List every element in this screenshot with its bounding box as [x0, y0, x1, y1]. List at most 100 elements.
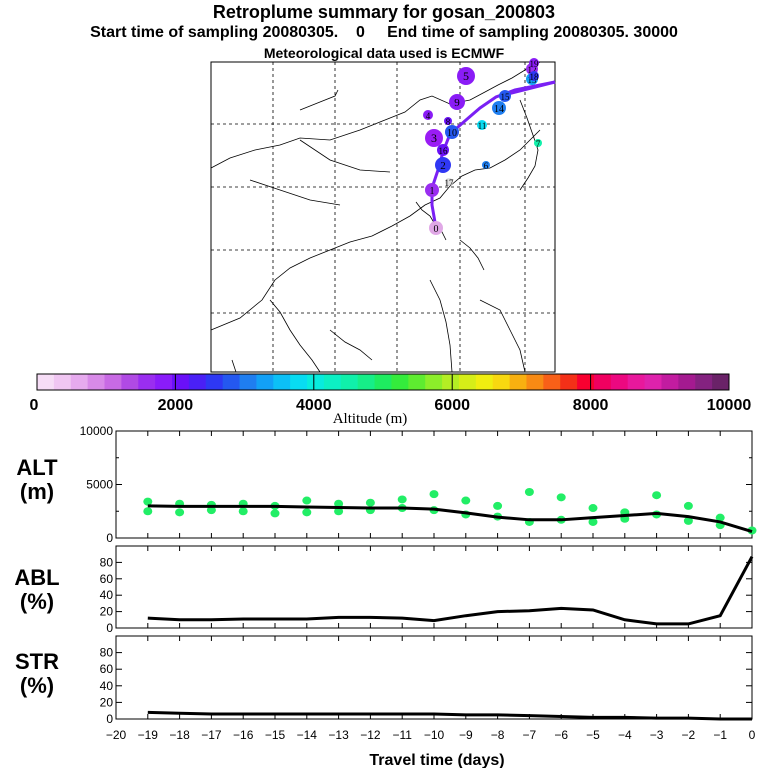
map-coastline	[479, 299, 526, 373]
altitude-scatter-point	[429, 490, 439, 499]
trajectory-marker	[492, 101, 506, 115]
map-coastline	[210, 61, 541, 169]
colorbar-segment	[543, 374, 561, 390]
series-line	[147, 555, 754, 626]
y-tick-label: 40	[100, 588, 114, 602]
x-tick-label: −9	[459, 728, 473, 742]
colorbar-segment	[712, 374, 730, 390]
map-coastline	[429, 279, 453, 373]
colorbar-segment	[172, 374, 190, 390]
colorbar-label: Altitude (m)	[333, 411, 408, 427]
colorbar-segment	[53, 374, 72, 390]
colorbar-tick-label: 8000	[573, 397, 609, 414]
colorbar-tick-label: 10000	[707, 397, 752, 414]
abl-axis-label: ABL (%)	[6, 566, 68, 614]
colorbar-segment	[307, 374, 325, 390]
colorbar-segment	[121, 374, 139, 390]
colorbar-segment	[256, 374, 274, 390]
str-axis-label: STR (%)	[6, 650, 68, 698]
altitude-scatter-point	[397, 495, 407, 504]
trajectory-marker-label: 16	[439, 146, 449, 156]
met-data-text: Meteorological data used is ECMWF	[263, 45, 505, 61]
colorbar-tick-label: 6000	[434, 397, 470, 414]
colorbar-segment	[138, 374, 156, 390]
x-tick-label: −4	[618, 728, 632, 742]
trajectory-marker	[534, 139, 542, 147]
colorbar-tick-label: 4000	[296, 397, 332, 414]
colorbar-segment	[70, 374, 89, 390]
altitude-colorbar: 0 2000 4000 6000 8000 10000 Altitude (m)	[30, 373, 752, 427]
trajectory-marker-label: 15	[501, 92, 511, 102]
trajectory-marker	[437, 144, 449, 156]
map-coastline	[329, 329, 373, 361]
colorbar-tick-label: 0	[30, 397, 39, 414]
map-coastline	[299, 89, 339, 111]
trajectory-marker	[429, 221, 443, 235]
y-tick-label: 80	[100, 646, 114, 660]
colorbar-segment	[104, 374, 122, 390]
trajectory-marker	[477, 120, 487, 130]
abl-panel: 0 20 40 60 80	[100, 545, 754, 635]
y-tick-label: 5000	[86, 478, 113, 492]
panel-frame	[115, 635, 753, 720]
alt-label-line1: ALT	[16, 455, 58, 480]
x-tick-label: −12	[360, 728, 381, 742]
trajectory-marker-label: 1	[430, 186, 435, 197]
x-tick-label: −17	[201, 728, 222, 742]
alt-label-line2: (m)	[19, 479, 55, 504]
y-tick-label: 10000	[80, 424, 114, 438]
altitude-scatter-point	[461, 496, 471, 505]
trajectory-marker	[499, 90, 511, 102]
altitude-scatter-point	[175, 508, 185, 517]
trajectory-marker-label: 7	[536, 139, 541, 149]
altitude-scatter-point	[652, 491, 662, 500]
y-tick-label: 0	[106, 621, 113, 635]
trajectory-marker	[425, 183, 439, 197]
altitude-scatter-point	[143, 507, 153, 516]
altitude-scatter-point	[715, 513, 725, 522]
colorbar-segment	[374, 374, 392, 390]
map-coastline	[519, 99, 539, 191]
altitude-scatter-point	[556, 493, 566, 502]
x-tick-label: −15	[265, 728, 286, 742]
trajectory-marker-label: 5	[463, 69, 469, 83]
x-tick-label: −8	[491, 728, 505, 742]
trajectory-marker-label: 17	[445, 178, 455, 188]
abl-label-line2: (%)	[19, 589, 55, 614]
x-tick-label: −10	[424, 728, 445, 742]
colorbar-segment	[37, 374, 55, 390]
map-coastline	[299, 139, 391, 173]
y-tick-label: 0	[106, 712, 113, 726]
altitude-scatter-point	[238, 507, 248, 516]
y-tick-label: 60	[100, 662, 114, 676]
trajectory-marker-label: 9	[454, 97, 460, 109]
trajectory-marker-label: 3	[431, 131, 437, 145]
trajectory-marker	[529, 71, 539, 81]
altitude-scatter-point	[302, 508, 312, 517]
x-tick-label: −19	[138, 728, 159, 742]
colorbar-tick-label: 2000	[158, 397, 194, 414]
trajectory-marker	[457, 67, 475, 85]
altitude-scatter-point	[493, 501, 503, 510]
colorbar-segment	[357, 374, 376, 390]
colorbar-segment	[610, 374, 629, 390]
colorbar-segment	[205, 374, 224, 390]
colorbar-segment	[155, 374, 173, 390]
altitude-scatter-point	[588, 517, 598, 526]
altitude-scatter-point	[683, 516, 693, 525]
y-tick-label: 40	[100, 679, 114, 693]
alt-axis-label: ALT (m)	[6, 456, 68, 504]
altitude-scatter-point	[588, 504, 598, 513]
trajectory-marker-label: 2	[440, 160, 446, 172]
map-coastline	[249, 179, 341, 206]
colorbar-segment	[526, 374, 544, 390]
x-tick-label: −18	[169, 728, 190, 742]
x-tick-label: −2	[682, 728, 696, 742]
y-tick-label: 20	[100, 695, 114, 709]
x-tick-label: −7	[523, 728, 537, 742]
x-tick-label: −1	[713, 728, 727, 742]
altitude-scatter-point	[683, 501, 693, 510]
colorbar-segment	[593, 374, 612, 390]
y-tick-label: 0	[106, 531, 113, 545]
trajectory-marker-label: 18	[530, 72, 540, 82]
